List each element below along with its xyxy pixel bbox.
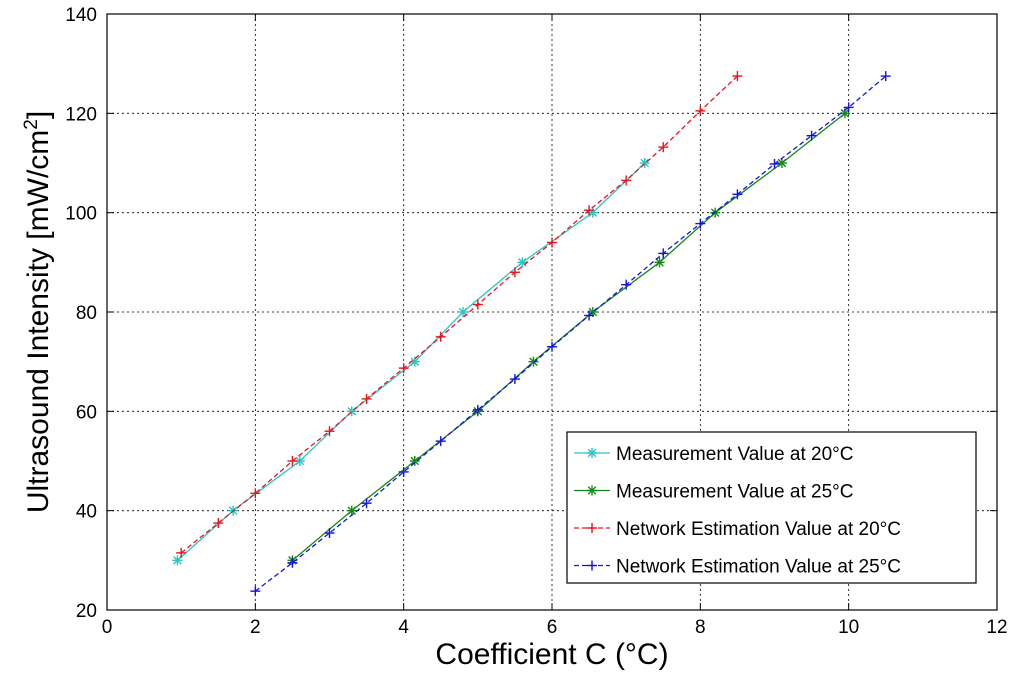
y-tick-label: 120 xyxy=(65,104,97,125)
data-point xyxy=(361,393,372,404)
legend-item: Network Estimation Value at 20°C xyxy=(574,519,901,540)
legend-item: Measurement Value at 25°C xyxy=(574,482,853,503)
data-point xyxy=(843,102,854,113)
legend-marker xyxy=(587,448,597,458)
legend-box xyxy=(566,431,977,584)
data-point xyxy=(732,189,743,200)
data-point xyxy=(584,310,595,321)
y-tick-label: 100 xyxy=(65,204,97,225)
series-2 xyxy=(287,108,850,566)
y-tick-label: 80 xyxy=(76,303,97,324)
data-point xyxy=(776,158,787,168)
data-point xyxy=(409,456,420,466)
data-point xyxy=(584,205,595,216)
series-layer xyxy=(172,71,891,597)
data-point xyxy=(287,456,298,466)
x-tick-label: 0 xyxy=(102,617,113,638)
legend-marker xyxy=(587,560,597,571)
x-tick-label: 12 xyxy=(986,617,1007,638)
x-tick-label: 8 xyxy=(695,617,706,638)
data-point xyxy=(658,248,669,259)
data-point xyxy=(509,267,520,278)
data-point xyxy=(213,518,224,529)
legend-marker xyxy=(587,523,597,533)
data-point xyxy=(458,307,468,317)
data-point xyxy=(346,505,357,516)
data-point xyxy=(517,257,528,268)
legend-item: Measurement Value at 20°C xyxy=(574,444,853,465)
data-point xyxy=(324,426,335,437)
plot-border xyxy=(106,13,998,611)
legend: Measurement Value at 20°C Measurement Val… xyxy=(566,431,977,584)
data-point xyxy=(695,105,706,116)
data-point xyxy=(435,436,446,447)
legend-label: Measurement Value at 25°C xyxy=(616,482,853,503)
data-point xyxy=(250,586,261,597)
series-4 xyxy=(250,71,891,597)
series-line xyxy=(291,112,846,561)
x-tick-label: 6 xyxy=(547,617,558,638)
tick-labels: 0 2 4 6 8 10 12 20 40 60 80 100 120 140 xyxy=(65,5,1007,638)
data-point xyxy=(528,356,539,367)
data-point xyxy=(398,363,409,374)
data-point xyxy=(472,404,483,415)
data-point xyxy=(658,142,669,153)
data-point xyxy=(509,374,520,385)
legend-label: Network Estimation Value at 20°C xyxy=(616,519,901,540)
x-tick-label: 4 xyxy=(398,617,409,638)
data-point xyxy=(547,237,557,248)
data-point xyxy=(172,555,183,566)
data-point xyxy=(361,498,372,509)
data-point xyxy=(324,528,335,539)
legend-label: Measurement Value at 20°C xyxy=(616,444,853,465)
data-point xyxy=(654,257,665,268)
data-point xyxy=(732,71,743,82)
legend-label: Network Estimation Value at 25°C xyxy=(616,557,901,578)
x-tick-label: 10 xyxy=(838,617,859,638)
y-axis-title-main: Ultrasound Intensity [mW/cm xyxy=(22,130,55,513)
data-point xyxy=(435,331,446,342)
data-point xyxy=(472,299,483,310)
series-line xyxy=(254,75,887,592)
series-3 xyxy=(176,71,743,558)
data-point xyxy=(287,557,298,568)
data-point xyxy=(547,341,557,352)
legend-item: Network Estimation Value at 25°C xyxy=(574,557,901,578)
data-point xyxy=(769,158,780,169)
data-point xyxy=(398,466,409,477)
y-axis-title: Ultrasound Intensity [mW/cm2] xyxy=(21,111,55,513)
data-point xyxy=(176,547,187,558)
data-point xyxy=(250,488,261,499)
data-point xyxy=(621,175,632,186)
data-point xyxy=(880,71,891,82)
y-tick-label: 20 xyxy=(76,601,97,622)
y-axis-title-close: ] xyxy=(22,111,55,119)
x-tick-label: 2 xyxy=(250,617,261,638)
y-axis-title-superscript: 2 xyxy=(21,119,42,130)
y-tick-label: 140 xyxy=(65,5,97,26)
series-line xyxy=(180,75,738,554)
data-point xyxy=(695,218,706,229)
data-point xyxy=(806,130,817,141)
y-tick-label: 60 xyxy=(76,402,97,423)
y-tick-label: 40 xyxy=(76,502,97,523)
x-axis-title: Coefficient C (°C) xyxy=(435,638,668,671)
data-point xyxy=(621,279,632,290)
legend-marker xyxy=(587,485,597,496)
